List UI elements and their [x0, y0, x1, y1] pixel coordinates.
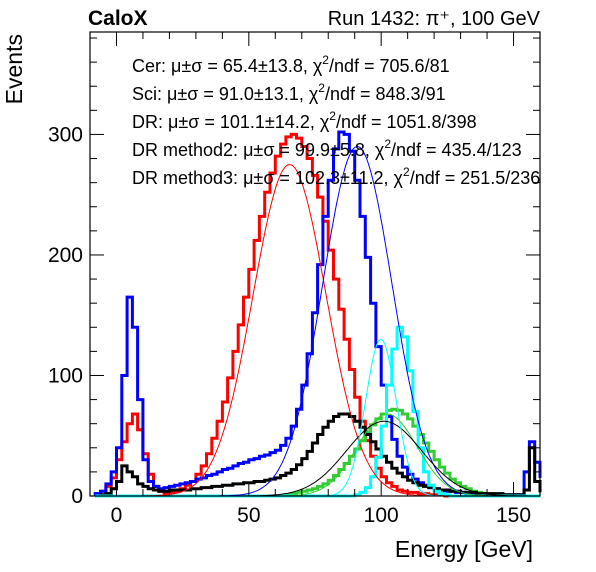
fit-annotation-0: Cer: μ±σ = 65.4±13.8, χ2/ndf = 705.6/81	[132, 53, 450, 76]
annotation-label: Sci:	[132, 84, 167, 104]
histogram-dr	[95, 412, 542, 498]
y-tick-label: 0	[71, 485, 83, 508]
annotation-chi2: /ndf = 705.6/81	[329, 56, 450, 76]
annotation-label: DR:	[132, 112, 168, 132]
x-tick-label: 100	[364, 504, 399, 527]
fit-curve-dr_method3	[268, 413, 506, 497]
y-tick-label: 200	[48, 244, 83, 267]
annotation-superscript: 2	[384, 137, 391, 151]
x-tick-label: 0	[111, 504, 123, 527]
experiment-label: CaloX	[88, 7, 148, 30]
annotation-stats: μ±σ = 101.1±14.2, χ	[168, 112, 330, 132]
plot-frame	[89, 31, 541, 497]
annotation-label: DR method2:	[132, 140, 243, 160]
annotation-superscript: 2	[322, 53, 329, 67]
annotation-superscript: 2	[329, 109, 336, 123]
fit-curve-sci	[218, 145, 496, 497]
y-tick-label: 100	[48, 364, 83, 387]
fit-curve-dr_method2	[319, 338, 442, 497]
annotation-superscript: 2	[403, 165, 410, 179]
fit-curve-cer	[143, 164, 435, 497]
x-tick-label: 50	[237, 504, 260, 527]
annotation-stats: μ±σ = 65.4±13.8, χ	[171, 56, 323, 76]
annotation-label: DR method3:	[132, 168, 243, 188]
run-label: Run 1432: π⁺, 100 GeV	[328, 8, 541, 30]
x-axis-label: Energy [GeV]	[395, 536, 533, 562]
annotation-stats: μ±σ = 102.3±11.2, χ	[243, 168, 403, 188]
fit-curve-dr	[233, 420, 535, 497]
axes: 0 50 100 150 0 100 200 300	[48, 31, 541, 527]
annotation-chi2: /ndf = 251.5/236	[410, 168, 541, 188]
annotation-stats: μ±σ = 91.0±13.1, χ	[167, 84, 319, 104]
annotation-chi2: /ndf = 435.4/123	[391, 140, 522, 160]
fit-annotation-1: Sci: μ±σ = 91.0±13.1, χ2/ndf = 848.3/91	[132, 81, 446, 104]
y-tick-label: 300	[48, 123, 83, 146]
x-tick-label: 150	[496, 504, 531, 527]
annotation-chi2: /ndf = 848.3/91	[325, 84, 446, 104]
fit-annotation-2: DR: μ±σ = 101.1±14.2, χ2/ndf = 1051.8/39…	[132, 109, 477, 132]
y-axis-label: Events	[1, 34, 27, 104]
fit-annotation-3: DR method2: μ±σ = 99.9±5.8, χ2/ndf = 435…	[132, 137, 522, 160]
annotation-stats: μ±σ = 99.9±5.8, χ	[243, 140, 385, 160]
fit-annotation-4: DR method3: μ±σ = 102.3±11.2, χ2/ndf = 2…	[132, 165, 540, 188]
fit-annotations: Cer: μ±σ = 65.4±13.8, χ2/ndf = 705.6/81S…	[132, 53, 540, 188]
plot-border	[89, 31, 541, 497]
annotation-chi2: /ndf = 1051.8/398	[336, 112, 477, 132]
gaussian-fits	[143, 145, 535, 497]
annotation-superscript: 2	[318, 81, 325, 95]
annotation-label: Cer:	[132, 56, 171, 76]
plot-area	[89, 31, 541, 497]
